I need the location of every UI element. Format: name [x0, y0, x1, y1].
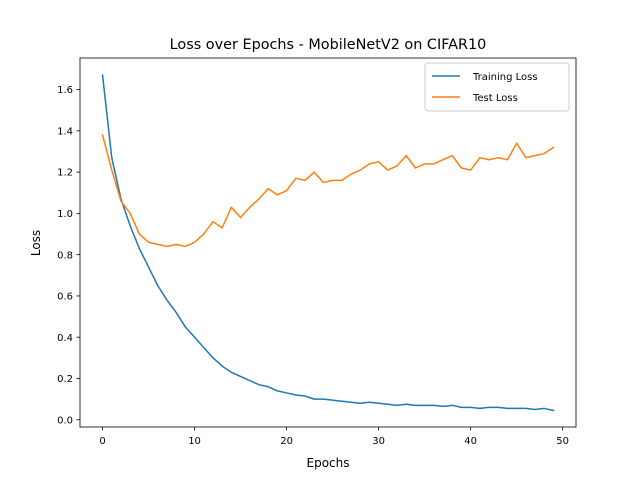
y-tick-label: 0.0	[57, 415, 73, 426]
legend-label-1: Test Loss	[472, 93, 518, 104]
series-line-1	[101, 134, 555, 248]
y-axis-label: Loss	[29, 230, 43, 256]
plot-frame	[79, 57, 577, 428]
x-tick-label: 20	[280, 436, 293, 447]
legend: Training Loss Test Loss	[424, 62, 570, 112]
y-tick-label: 0.6	[57, 292, 73, 303]
y-tick-label: 1.4	[57, 126, 73, 137]
y-tick-label: 0.8	[57, 250, 73, 261]
y-tick-label: 0.2	[57, 374, 73, 385]
x-axis-label: Epochs	[307, 456, 350, 470]
y-axis: 0.0 0.2 0.4 0.6 0.8 1.0 1.2 1.4 1.6	[57, 85, 80, 426]
y-tick-label: 1.2	[57, 168, 73, 179]
plot-area	[101, 74, 555, 412]
x-tick-label: 30	[372, 436, 385, 447]
legend-label-0: Training Loss	[472, 72, 538, 83]
x-tick-label: 10	[188, 436, 201, 447]
x-tick-label: 0	[99, 436, 105, 447]
y-tick-label: 1.6	[57, 85, 73, 96]
x-axis: 0 10 20 30 40 50	[99, 427, 569, 447]
series-line-0	[101, 74, 555, 412]
y-tick-label: 1.0	[57, 209, 73, 220]
y-tick-label: 0.4	[57, 333, 73, 344]
x-tick-label: 50	[556, 436, 569, 447]
x-tick-label: 40	[464, 436, 477, 447]
legend-box	[424, 62, 570, 112]
chart-title: Loss over Epochs - MobileNetV2 on CIFAR1…	[170, 37, 487, 53]
